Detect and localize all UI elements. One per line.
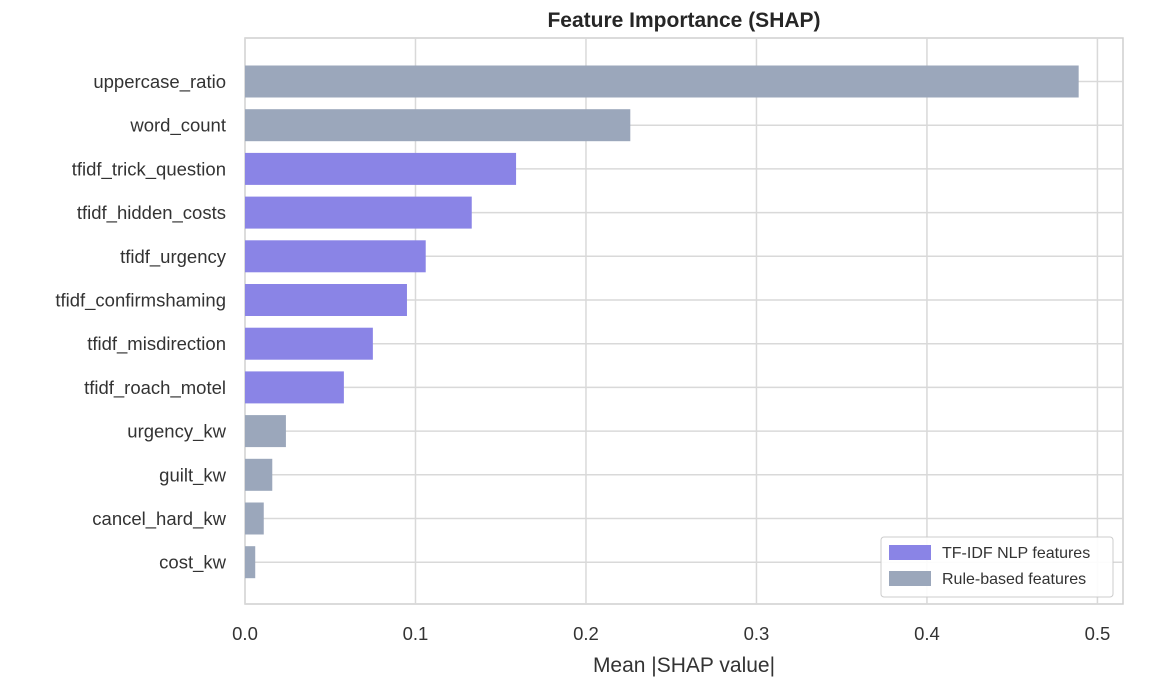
y-tick-label: word_count	[129, 115, 226, 137]
x-tick-label: 0.0	[232, 623, 258, 644]
bar-tfidf-hidden-costs	[245, 196, 472, 229]
x-tick-label: 0.3	[744, 623, 770, 644]
legend-label-rule: Rule-based features	[942, 571, 1086, 588]
y-tick-label: urgency_kw	[127, 421, 226, 443]
bar-tfidf-roach-motel	[245, 371, 344, 404]
y-tick-label: tfidf_confirmshaming	[55, 290, 226, 312]
y-tick-label: cost_kw	[159, 552, 226, 574]
bar-tfidf-trick-question	[245, 152, 517, 185]
bar-cost-kw	[245, 546, 256, 579]
legend-box	[880, 536, 1114, 598]
x-axis-label: Mean |SHAP value|	[593, 654, 775, 677]
y-tick-label: tfidf_roach_motel	[84, 377, 226, 399]
bar-uppercase-ratio	[245, 65, 1079, 98]
y-tick-label: cancel_hard_kw	[92, 508, 226, 530]
y-tick-label: uppercase_ratio	[93, 71, 226, 93]
legend-swatch-nlp	[889, 545, 931, 560]
y-tick-label: tfidf_hidden_costs	[77, 202, 226, 224]
y-tick-label: guilt_kw	[159, 464, 226, 486]
y-tick-label: tfidf_trick_question	[72, 158, 226, 180]
bar-tfidf-confirmshaming	[245, 284, 407, 316]
legend: TF-IDF NLP features Rule-based features	[880, 536, 1114, 598]
x-tick-label: 0.2	[573, 623, 599, 644]
bar-urgency-kw	[245, 415, 286, 448]
y-tick-label: tfidf_misdirection	[87, 333, 226, 355]
legend-label-nlp: TF-IDF NLP features	[942, 545, 1090, 562]
x-tick-label: 0.1	[403, 623, 429, 644]
bar-tfidf-misdirection	[245, 327, 373, 360]
y-tick-label: tfidf_urgency	[120, 246, 227, 268]
bar-guilt-kw	[245, 458, 273, 491]
bar-word-count	[245, 109, 631, 142]
bar-tfidf-urgency	[245, 240, 426, 273]
chart-title: Feature Importance (SHAP)	[547, 9, 820, 32]
legend-swatch-rule	[889, 571, 931, 586]
x-tick-label: 0.4	[914, 623, 940, 644]
x-tick-label: 0.5	[1085, 623, 1111, 644]
bar-cancel-hard-kw	[245, 502, 264, 535]
